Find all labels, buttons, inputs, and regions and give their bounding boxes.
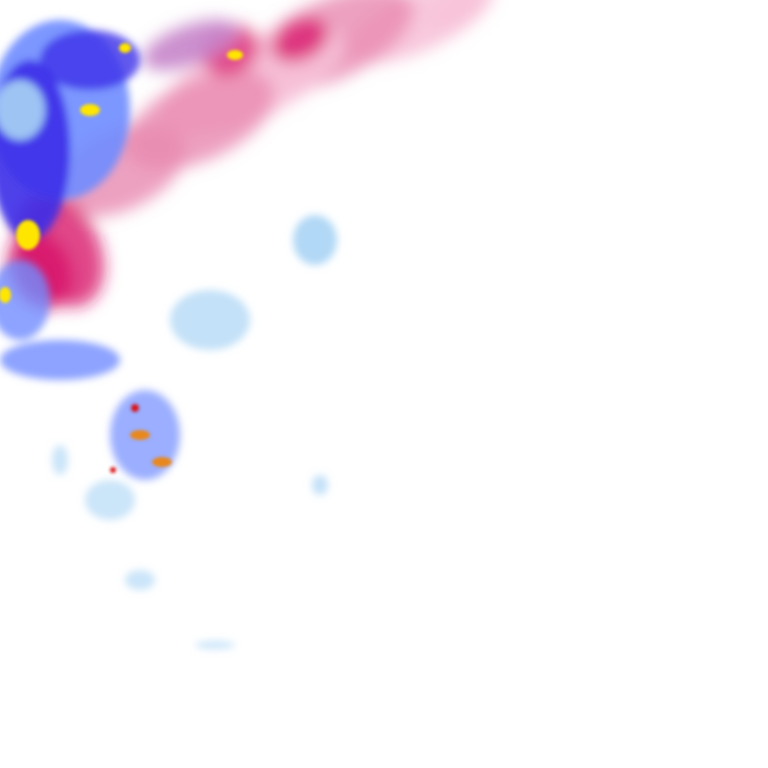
rain-echo [0, 80, 45, 140]
snow-echo [432, 0, 488, 29]
snow-echo [271, 17, 329, 63]
storm-cell [80, 104, 100, 116]
storm-cell [16, 220, 40, 250]
storm-cell [131, 404, 139, 412]
storm-cell [0, 287, 11, 303]
storm-cell [110, 467, 116, 473]
rain-echo [170, 290, 250, 350]
rain-echo [125, 570, 155, 590]
storm-cell [130, 430, 150, 440]
storm-cell [227, 50, 243, 60]
storm-cell [119, 43, 131, 53]
rain-echo [0, 260, 50, 340]
storm-cell [152, 457, 172, 467]
rain-echo [40, 30, 140, 90]
rain-echo [195, 641, 235, 649]
rain-echo [52, 445, 68, 475]
rain-echo [85, 480, 135, 520]
rain-echo [293, 215, 337, 265]
rain-echo [312, 475, 328, 495]
snow-area [7, 0, 494, 309]
storm-cells [0, 43, 243, 473]
mixed-precip-echo [142, 19, 238, 71]
rain-echo [0, 340, 120, 380]
